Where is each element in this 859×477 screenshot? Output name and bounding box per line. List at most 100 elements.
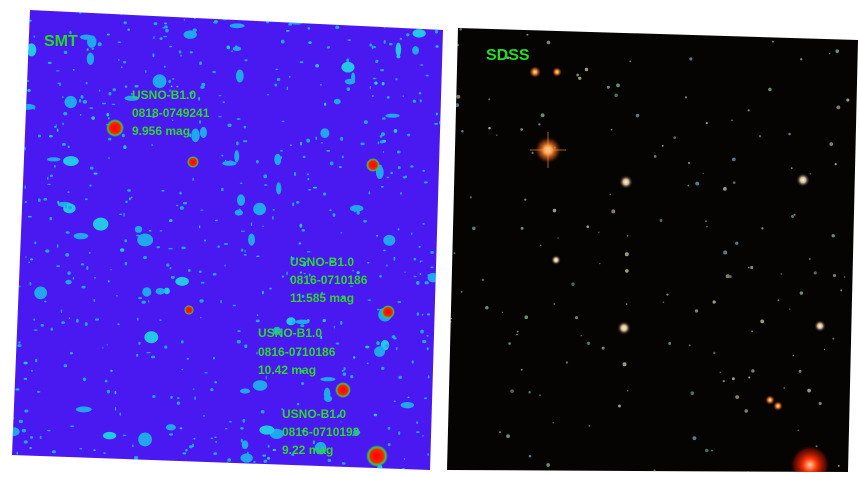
speckle [94, 277, 97, 279]
speckle [227, 458, 232, 462]
speckle [439, 120, 442, 125]
speckle [23, 68, 27, 72]
speckle [236, 118, 241, 120]
speckle [272, 209, 276, 211]
speckle [202, 415, 206, 417]
speckle [433, 412, 436, 415]
speckle [298, 242, 302, 245]
speckle [438, 302, 443, 305]
speckle [36, 390, 41, 393]
speckle [635, 113, 640, 118]
speckle [732, 157, 736, 162]
speckle [24, 201, 28, 203]
speckle [496, 134, 498, 136]
speckle [194, 396, 196, 401]
speckle [618, 404, 621, 408]
speckle [236, 340, 241, 344]
speckle [204, 372, 208, 374]
speckle [751, 369, 755, 373]
speckle [233, 468, 236, 470]
speckle [797, 429, 799, 431]
speckle [152, 395, 156, 398]
speckle [425, 74, 429, 77]
speckle [300, 369, 304, 373]
speckle [688, 344, 691, 347]
speckle [418, 91, 422, 95]
speckle [301, 294, 305, 299]
speckle [419, 99, 422, 103]
speckle [791, 215, 794, 218]
speckle [75, 406, 92, 413]
speckle [459, 28, 462, 31]
speckle [788, 132, 791, 136]
speckle [86, 52, 95, 66]
speckle [520, 226, 524, 230]
speckle [21, 428, 27, 433]
speckle [481, 278, 485, 281]
speckle [289, 144, 292, 147]
speckle [134, 84, 139, 88]
speckle [301, 429, 306, 432]
speckle [125, 200, 128, 204]
speckle [98, 89, 101, 92]
speckle [800, 58, 803, 61]
speckle [159, 37, 163, 40]
speckle [24, 185, 26, 189]
speckle [836, 105, 841, 110]
speckle [142, 287, 152, 297]
speckle [266, 457, 271, 460]
speckle [777, 299, 780, 301]
speckle [404, 175, 408, 179]
speckle [557, 237, 559, 239]
speckle [381, 82, 385, 86]
speckle [79, 113, 82, 116]
speckle [322, 318, 326, 323]
speckle [108, 92, 112, 96]
speckle [165, 28, 169, 33]
speckle [340, 421, 342, 423]
speckle [169, 266, 172, 270]
speckle [611, 209, 616, 214]
speckle [34, 241, 37, 245]
speckle [610, 128, 613, 131]
speckle [117, 41, 122, 44]
speckle [626, 389, 629, 392]
speckle [76, 318, 79, 323]
speckle [214, 219, 218, 222]
speckle [272, 326, 282, 336]
star [814, 320, 826, 332]
speckle [34, 286, 48, 300]
speckle [565, 361, 569, 364]
speckle [291, 453, 295, 456]
annotation-line: 0816-0710193 [282, 425, 360, 439]
speckle [152, 53, 155, 58]
speckle [692, 436, 697, 441]
speckle [112, 88, 116, 92]
speckle [30, 435, 34, 439]
speckle [768, 87, 772, 92]
speckle [381, 132, 386, 137]
speckle [213, 356, 215, 360]
speckle [440, 234, 443, 237]
speckle [164, 345, 168, 349]
speckle [783, 387, 786, 389]
speckle [145, 239, 150, 244]
speckle [843, 276, 846, 278]
speckle [43, 197, 48, 201]
speckle [220, 187, 224, 192]
speckle [397, 228, 400, 231]
speckle [57, 82, 62, 85]
speckle [118, 58, 120, 61]
speckle [262, 290, 264, 295]
speckle [363, 120, 368, 124]
speckle [13, 105, 16, 108]
speckle [236, 141, 239, 146]
speckle [653, 469, 656, 472]
speckle [407, 396, 410, 399]
speckle [300, 324, 305, 328]
speckle [380, 68, 385, 72]
speckle [711, 449, 713, 452]
speckle [124, 85, 128, 88]
speckle [212, 70, 216, 73]
speckle [23, 361, 28, 365]
